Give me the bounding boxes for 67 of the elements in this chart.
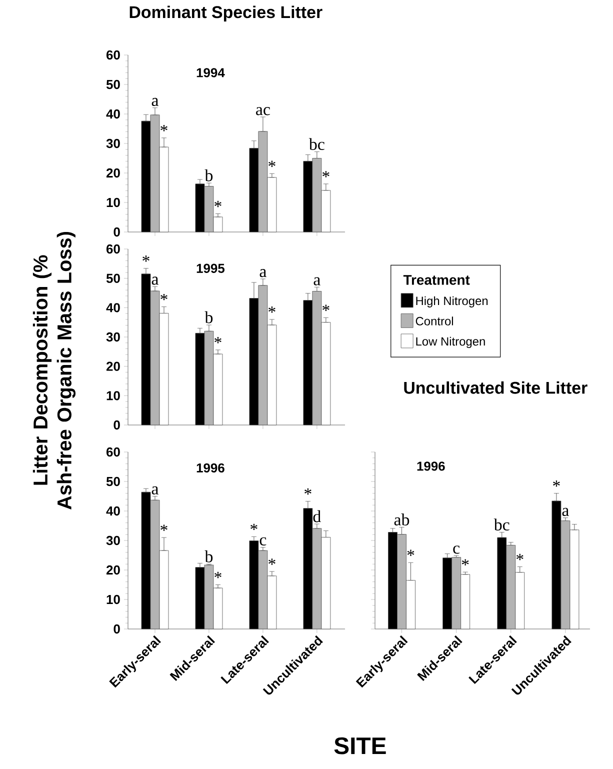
legend-label: Low Nitrogen: [416, 336, 485, 348]
annotation: *: [268, 160, 276, 167]
annotation: *: [268, 558, 276, 565]
text: 1996: [196, 463, 224, 473]
annotation: a: [562, 508, 569, 516]
annotation: a: [260, 269, 266, 278]
y-tick-label: 50: [106, 80, 120, 90]
annotation: a: [152, 98, 159, 106]
y-tick-label: 50: [106, 274, 120, 283]
y-tick-label: 60: [106, 447, 120, 457]
annotation: *: [322, 171, 330, 178]
y-tick-label: 40: [106, 506, 120, 516]
annotation: c: [260, 537, 266, 546]
annotation: *: [516, 554, 524, 560]
legend-label: High Nitrogen: [416, 296, 488, 308]
chart-title: Uncultivated Site Litter: [404, 381, 588, 394]
legend-label: Control: [416, 316, 453, 326]
text: 1994: [196, 68, 225, 78]
annotation: ab: [394, 514, 410, 526]
annotation: d: [313, 510, 321, 522]
text: 1995: [196, 264, 224, 273]
annotation: *: [250, 524, 258, 530]
y-tick-label: 40: [106, 109, 120, 119]
y-axis-title: Litter Decomposition (% Ash-free Organic Mass Loss): [32, 232, 76, 510]
y-tick-label: 30: [106, 138, 120, 148]
annotation: *: [160, 294, 168, 300]
annotation: *: [160, 524, 168, 531]
y-tick-label: 30: [106, 536, 120, 546]
annotation: a: [152, 486, 159, 495]
y-tick-label: 10: [106, 198, 120, 208]
annotation: *: [304, 488, 312, 495]
y-tick-label: 0: [114, 420, 120, 430]
annotation: b: [204, 550, 213, 562]
annotation: b: [204, 311, 213, 324]
annotation: *: [214, 337, 222, 344]
annotation: *: [142, 256, 150, 262]
annotation: *: [407, 550, 414, 556]
annotation: bc: [308, 138, 324, 150]
y-tick-label: 20: [106, 565, 120, 575]
y-tick-label: 50: [106, 476, 120, 486]
y-tick-label: 30: [106, 332, 120, 342]
annotation: bc: [494, 518, 510, 530]
annotation: ac: [256, 107, 270, 116]
y-tick-label: 0: [114, 624, 120, 634]
annotation: a: [152, 276, 159, 285]
y-tick-label: 10: [106, 594, 120, 604]
y-tick-label: 60: [106, 244, 120, 254]
y-tick-label: 10: [106, 391, 120, 400]
text: 1996: [417, 462, 445, 471]
y-tick-label: 20: [106, 168, 120, 178]
y-tick-label: 60: [106, 50, 120, 60]
annotation: b: [204, 169, 213, 182]
annotation: *: [214, 572, 222, 578]
annotation: c: [453, 546, 460, 554]
legend-title: Treatment: [403, 275, 470, 285]
annotation: *: [160, 125, 168, 132]
annotation: a: [314, 277, 320, 286]
annotation: *: [214, 200, 222, 208]
annotation: *: [322, 304, 330, 312]
x-axis-title: SITE: [334, 737, 386, 754]
y-tick-label: 40: [106, 303, 120, 312]
chart-title: Dominant Species Litter: [130, 6, 322, 22]
annotation: *: [462, 559, 469, 566]
annotation: *: [553, 480, 560, 487]
annotation: *: [268, 306, 276, 313]
y-tick-label: 20: [106, 362, 120, 371]
y-tick-label: 0: [114, 227, 120, 237]
